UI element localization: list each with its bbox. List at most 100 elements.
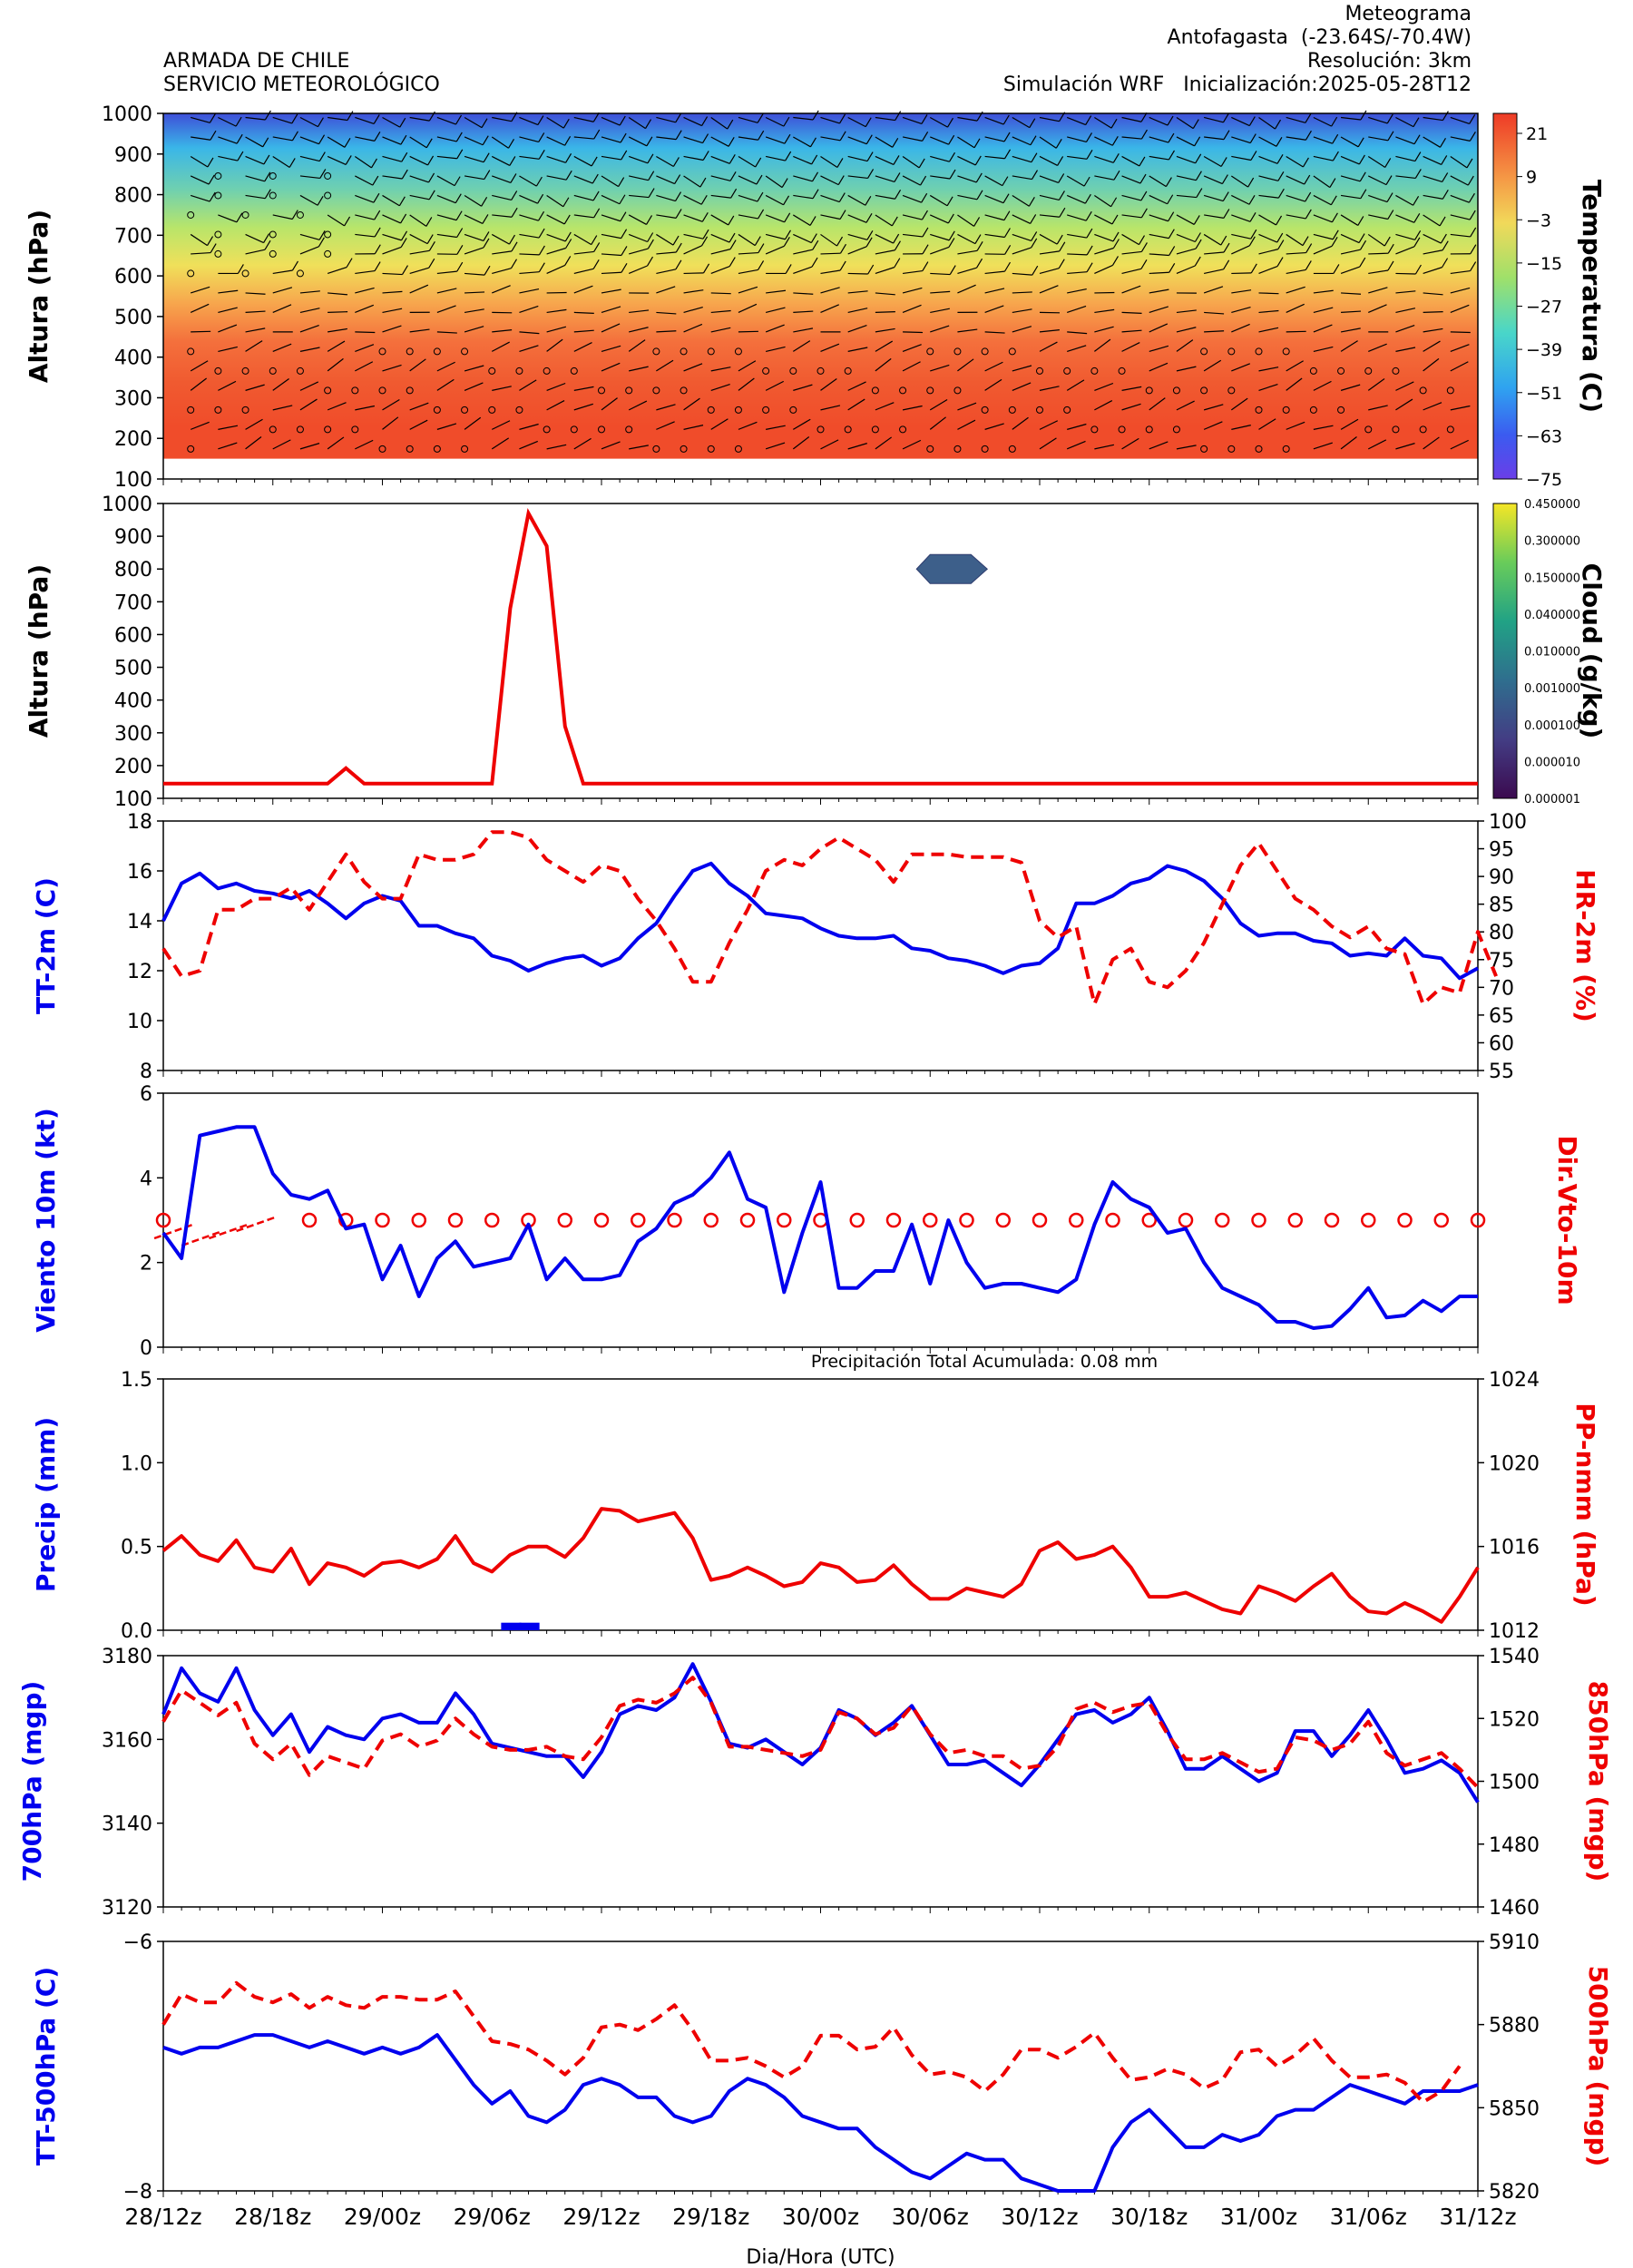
wind-barb-flag — [1003, 210, 1011, 220]
x-tick-label: 31/06z — [1330, 2204, 1407, 2230]
wind-barb — [847, 246, 867, 255]
wind-barb — [1067, 214, 1087, 221]
wind-barb — [382, 175, 403, 180]
wind-barb — [1368, 343, 1387, 352]
wind-barb — [1067, 136, 1087, 143]
wind-barb — [190, 360, 209, 372]
wind-barb — [738, 155, 757, 168]
wind-barb-flag — [1086, 150, 1093, 160]
calm-marker — [652, 347, 660, 356]
wind-barb — [1395, 194, 1413, 206]
wind-barb — [1039, 155, 1058, 166]
wind-barb-flag — [1058, 259, 1065, 269]
wind-barb-flag — [318, 230, 326, 240]
calm-marker — [598, 386, 605, 395]
wind-barb-flag — [592, 173, 599, 184]
wind-barb — [546, 326, 567, 333]
wind-barb-flag — [1168, 229, 1175, 239]
wind-barb — [793, 116, 814, 121]
wind-barb — [464, 233, 484, 241]
wind-barb — [1340, 435, 1357, 450]
wind-barb — [464, 291, 485, 294]
wind-barb-flag — [1250, 229, 1257, 240]
wind-barb — [1121, 437, 1139, 450]
wind-barb — [601, 155, 621, 161]
wind-barb-flag — [236, 133, 243, 144]
wind-barb — [299, 194, 318, 206]
wind-barb — [1258, 327, 1279, 333]
wind-barb-flag — [456, 261, 464, 272]
wind-barb — [1012, 382, 1032, 391]
wind-barb — [1367, 439, 1387, 450]
wind-barb — [573, 233, 592, 246]
wind-barb-flag — [783, 116, 790, 127]
wind-barb — [1203, 421, 1223, 430]
wind-barb-flag — [758, 209, 765, 220]
wind-barb — [683, 425, 704, 430]
wind-barb — [1286, 194, 1305, 202]
wind-barb — [299, 443, 320, 450]
wind-barb — [1039, 386, 1060, 391]
wind-barb-flag — [1387, 260, 1394, 271]
cloud-y-tick-label: 100 — [114, 788, 152, 811]
wind-barb — [245, 194, 266, 200]
wind-barb — [683, 323, 703, 333]
wind-dir-marker — [1361, 1212, 1376, 1228]
cloud-base-line — [163, 508, 1478, 786]
wind-barb — [1039, 214, 1060, 218]
calm-marker — [953, 347, 962, 356]
wind-barb-flag — [1305, 191, 1312, 202]
cloud-panel-frame — [162, 503, 1479, 799]
wind-barb-flag — [865, 195, 872, 206]
wind-barb-flag — [1223, 130, 1230, 140]
wind-barb — [1094, 326, 1114, 333]
wind-barb-flag — [758, 260, 765, 270]
surface-panel-frame — [162, 820, 1479, 1071]
wind-barb — [409, 402, 429, 411]
wind-barb — [464, 194, 482, 207]
calm-marker — [625, 425, 633, 434]
precip-y-tick-label: 0.0 — [121, 1620, 152, 1643]
wind-barb — [1039, 250, 1060, 255]
wind-barb-flag — [675, 112, 682, 123]
wind-barb — [382, 308, 403, 314]
wind-barb — [492, 386, 512, 391]
wind-barb — [930, 290, 951, 294]
wind-barb — [1067, 288, 1087, 294]
calm-marker — [926, 347, 934, 356]
wind-barb — [902, 214, 923, 220]
tt500-panel-frame — [162, 1941, 1479, 2192]
wind-barb — [1258, 265, 1278, 274]
wind-barb — [1067, 345, 1087, 352]
wind-barb — [1286, 155, 1304, 168]
wind-barb — [382, 155, 402, 162]
wind-barb — [245, 116, 266, 121]
wind-barb — [464, 155, 484, 163]
calm-marker — [269, 191, 277, 200]
wind-barb — [272, 116, 292, 124]
calm-marker — [1419, 386, 1427, 395]
wind-barb — [190, 421, 210, 430]
wind-barb — [1367, 175, 1387, 186]
wind-barb-flag — [646, 256, 654, 267]
wind-barb-flag — [949, 169, 956, 180]
wind-barb — [409, 249, 430, 255]
wind-barb — [1204, 136, 1225, 141]
wind-barb — [601, 194, 621, 205]
wind-barb — [793, 155, 812, 165]
wind-barb — [245, 340, 263, 352]
wind-barb — [902, 405, 923, 411]
wind-barb-flag — [374, 244, 381, 255]
wind-barb — [382, 290, 403, 294]
wind-barb — [1149, 306, 1169, 313]
wind-barb-flag — [836, 158, 844, 168]
wind-barb-flag — [866, 230, 874, 240]
calm-marker — [1008, 347, 1016, 356]
wind-barb-flag — [428, 258, 435, 269]
precip-y-tick-label: 0.5 — [121, 1537, 152, 1559]
wind-barb-flag — [456, 149, 464, 160]
wind-barb — [245, 435, 262, 450]
wind-barb-flag — [1085, 115, 1092, 125]
wind-barb-flag — [562, 197, 570, 208]
